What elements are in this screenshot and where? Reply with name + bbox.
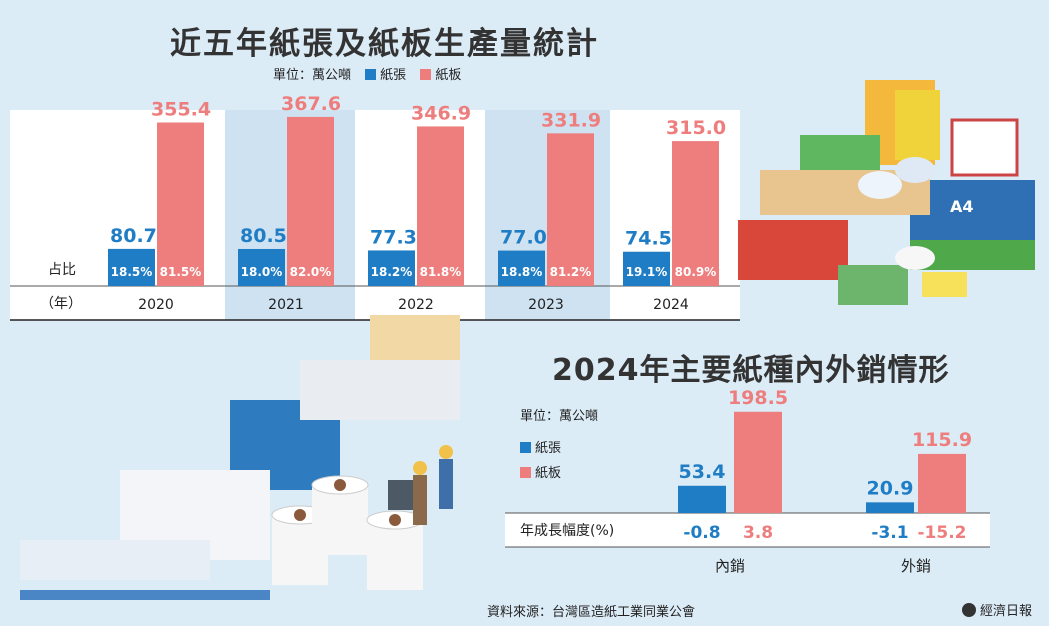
board-value-label: 315.0 — [666, 117, 726, 139]
board-share-label: 81.8% — [420, 265, 462, 279]
board-value-label: 331.9 — [541, 109, 601, 131]
legend2-board: 紙板 — [535, 466, 562, 481]
paper-value-label: 20.9 — [867, 477, 914, 499]
board-value-label: 346.9 — [411, 102, 471, 124]
board-value-label: 367.6 — [281, 93, 341, 115]
chart2-unit-label: 單位：萬公噸 — [520, 409, 599, 424]
a4-paper-box-illustration — [910, 180, 1035, 240]
year-tick-label: 2020 — [138, 297, 174, 313]
paper-share-label: 18.8% — [501, 265, 543, 279]
sticky-notes-illustration — [922, 272, 967, 297]
source-note: 資料來源：台灣區造紙工業同業公會 — [487, 605, 696, 620]
board-growth-label: 3.8 — [743, 523, 773, 543]
paper-roll-core-illustration — [389, 514, 401, 526]
worker-body-illustration — [413, 475, 427, 525]
paper-growth-label: -0.8 — [683, 523, 720, 543]
board-share-label: 81.2% — [550, 265, 592, 279]
red-box-illustration — [738, 220, 848, 280]
board-bar — [918, 453, 966, 513]
publisher-name: 經濟日報 — [980, 604, 1033, 619]
worker-helmet-illustration — [413, 461, 427, 475]
paper-growth-label: -3.1 — [871, 523, 908, 543]
publisher-logo: 經濟日報 — [962, 600, 1032, 619]
logo-icon — [962, 603, 976, 617]
toilet-roll-illustration — [858, 171, 902, 199]
board-share-label: 81.5% — [160, 265, 202, 279]
chart2-title: 2024年主要紙種內外銷情形 — [552, 353, 950, 388]
paper-roll-illustration — [312, 485, 368, 555]
paper-value-label: 80.7 — [110, 225, 157, 247]
paper-roll-core-illustration — [334, 479, 346, 491]
paper-bar — [238, 248, 285, 286]
board-bar — [417, 126, 464, 287]
paper-roller-illustration — [20, 540, 210, 580]
year-tick-label: 2021 — [268, 297, 304, 313]
board-share-label: 80.9% — [675, 265, 717, 279]
legend2-paper: 紙張 — [535, 441, 562, 456]
year-tick-label: 2024 — [653, 297, 689, 313]
chart1-title: 近五年紙張及紙板生產量統計 — [170, 26, 599, 62]
machine-sheet-illustration — [300, 360, 460, 420]
paper-value-label: 74.5 — [625, 228, 672, 250]
paper-share-label: 18.5% — [111, 265, 153, 279]
toilet-roll-illustration — [895, 157, 935, 183]
board-share-label: 82.0% — [290, 265, 332, 279]
year-tick-label: 2022 — [398, 297, 434, 313]
paper-bar — [498, 250, 545, 286]
illustrations: A4 — [20, 80, 1035, 600]
board-bar — [157, 122, 204, 287]
paper-roll-illustration — [367, 520, 423, 590]
banknotes-illustration — [838, 265, 908, 305]
machine-frame-illustration — [20, 590, 270, 600]
chart2-plot: 年成長幅度(%) 53.4 198.5 -0.8 3.8 內銷 20.9 115.9 -3.1-… — [505, 387, 990, 575]
board-growth-label: -15.2 — [918, 523, 967, 543]
notebook-illustration — [800, 135, 880, 175]
chart1-plot: 占比 （年） 80.7 355.4 18.5% 81.5% 2020 80.5 367.6 18.… — [10, 93, 740, 321]
category-tick-label: 內銷 — [715, 557, 745, 575]
board-bar — [547, 133, 594, 286]
board-swatch — [420, 69, 432, 80]
paper-bar — [866, 502, 914, 513]
paper-value-label: 77.3 — [370, 226, 417, 248]
year-row-label: （年） — [40, 296, 82, 312]
legend-board: 紙板 — [435, 68, 462, 83]
paper-share-label: 18.0% — [241, 265, 283, 279]
worker-helmet-illustration — [439, 445, 453, 459]
paper-roll-illustration — [895, 246, 935, 270]
board-value-label: 198.5 — [728, 387, 788, 409]
calendar-illustration — [950, 118, 1019, 177]
board-value-label: 355.4 — [151, 99, 211, 121]
board-bar — [672, 141, 719, 286]
a4-text-illustration: A4 — [950, 197, 974, 216]
paper-value-label: 53.4 — [679, 461, 726, 483]
growth-row-label: 年成長幅度(%) — [520, 523, 614, 539]
paper-value-label: 80.5 — [240, 225, 287, 247]
paper-bar — [678, 485, 726, 513]
chart2-legend-board: 紙板 — [520, 462, 561, 481]
board-value-label: 115.9 — [912, 429, 972, 451]
board-bar — [734, 411, 782, 513]
paper-bar — [108, 248, 155, 286]
legend-paper: 紙張 — [380, 68, 407, 83]
year-tick-label: 2023 — [528, 297, 564, 313]
paper-share-label: 19.1% — [626, 265, 668, 279]
paper-bar — [368, 250, 415, 286]
paper-value-label: 77.0 — [500, 227, 547, 249]
paper-share-label: 18.2% — [371, 265, 413, 279]
growth-row-band — [505, 513, 990, 547]
chart1-unit-label: 單位：萬公噸 — [273, 68, 352, 83]
worker-body-illustration — [439, 459, 453, 509]
paper-swatch — [365, 69, 377, 80]
paper-bar — [623, 251, 670, 286]
chart1-legend: 單位：萬公噸 紙張 紙板 — [273, 64, 461, 83]
share-row-label: 占比 — [48, 262, 76, 278]
paper-roll-core-illustration — [294, 509, 306, 521]
shopping-bag-illustration — [895, 90, 940, 160]
board-bar — [287, 116, 334, 287]
category-tick-label: 外銷 — [901, 557, 931, 575]
chart2-legend-paper: 紙張 — [520, 437, 561, 456]
